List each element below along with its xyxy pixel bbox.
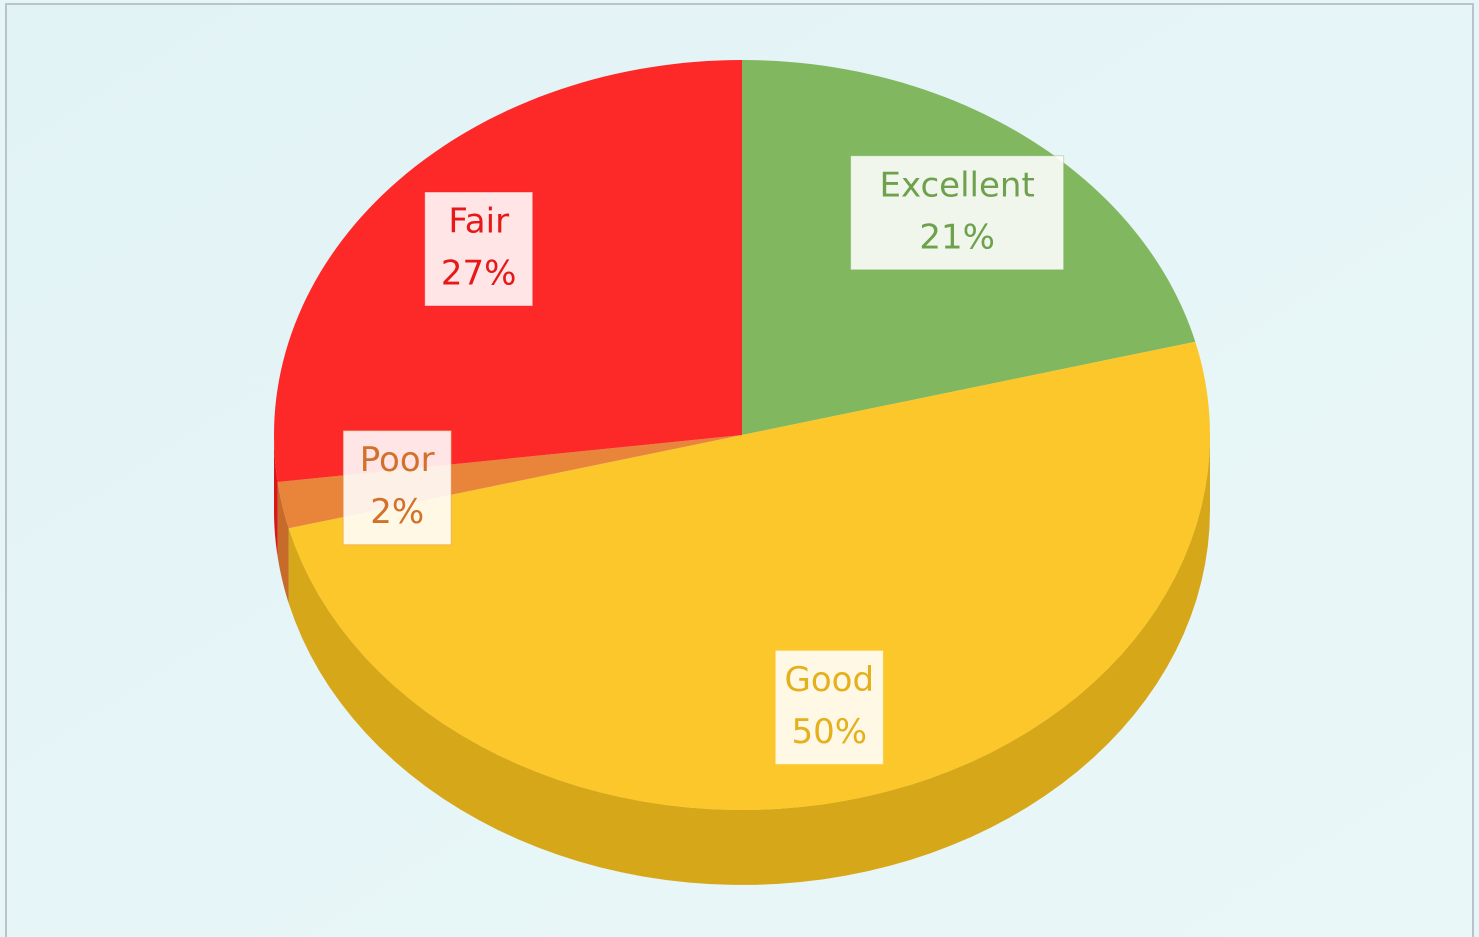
pie-slice-side [277,481,289,604]
pie-slice [288,341,1210,810]
data-label-name: Fair [448,202,509,242]
data-label-box [774,649,884,765]
pie-slice-side [274,435,278,557]
data-label-value: 27% [441,254,517,294]
data-label-box [850,155,1065,271]
data-label-box [342,430,452,546]
data-label-name: Poor [360,440,435,480]
data-label-value: 50% [792,712,868,752]
data-label: Excellent 21% [850,155,1065,271]
data-label-name: Good [785,660,875,700]
data-label-value: 21% [919,217,995,257]
data-label: Fair 27% [424,191,534,307]
data-label-value: 2% [370,492,424,532]
data-label-box [424,191,534,307]
data-label: Good 50% [774,649,884,765]
pie-slice-side [288,435,1210,885]
data-label-name: Excellent [879,165,1034,205]
data-label: Poor 2% [342,430,452,546]
